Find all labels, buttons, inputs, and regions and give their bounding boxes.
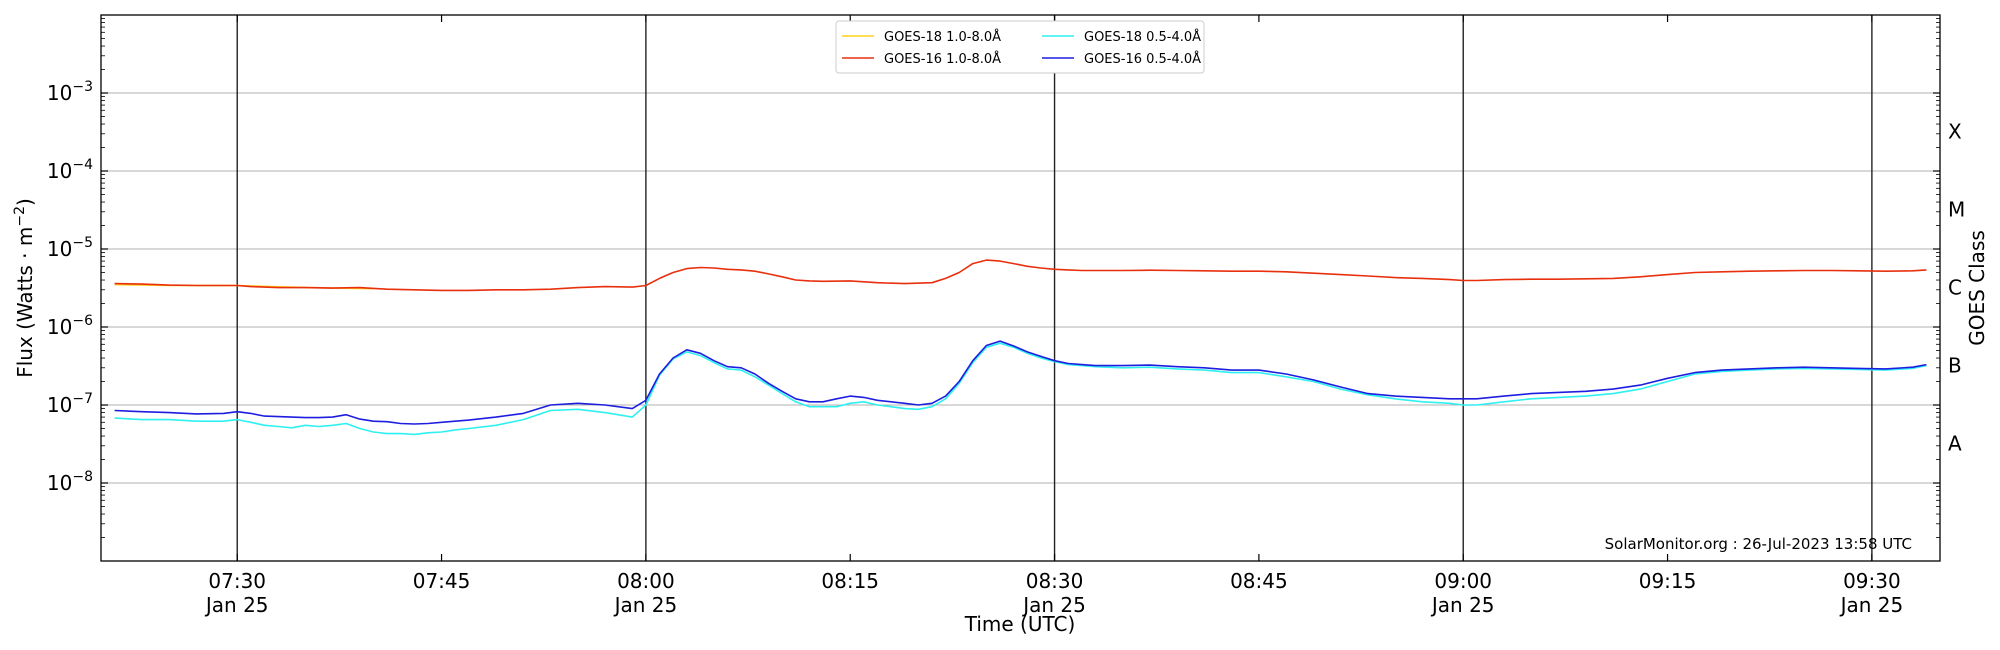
x-tick-label: 09:15 [1639,569,1697,593]
y-tick-label: 10−3 [47,79,93,105]
x-tick-date-label: Jan 25 [1839,593,1904,617]
x-tick-date-label: Jan 25 [1430,593,1495,617]
goes-class-labels: X M C B A [1948,120,1965,456]
goes-class-label: M [1948,198,1965,222]
x-axis-title: Time (UTC) [964,612,1076,636]
y-tick-label: 10−7 [47,391,93,417]
legend-label: GOES-16 1.0-8.0Å [884,51,1001,67]
goes-class-label: X [1948,120,1962,144]
legend-label: GOES-18 1.0-8.0Å [884,29,1001,45]
y-tick-label: 10−5 [47,235,93,261]
plot-background [101,15,1940,561]
y-axis-ticks: 10−8 10−7 10−6 10−5 10−4 10−3 [47,18,1940,538]
x-tick-label: 09:30 [1843,569,1901,593]
legend: GOES-18 1.0-8.0Å GOES-16 1.0-8.0Å GOES-18 … [835,20,1205,74]
plot-frame [100,14,1941,562]
x-tick-label: 08:45 [1230,569,1288,593]
legend-label: GOES-16 0.5-4.0Å [1084,51,1201,67]
x-tick-label: 08:15 [821,569,879,593]
grid-lines [101,92,1940,484]
legend-label: GOES-18 0.5-4.0Å [1084,29,1201,45]
x-tick-label: 07:30 [208,569,266,593]
series-line [114,342,1927,436]
series-line [114,259,1927,292]
watermark-text: SolarMonitor.org : 26-Jul-2023 13:58 UTC [1605,535,1912,553]
right-y-axis-title: GOES Class [1965,230,1989,346]
y-tick-label: 10−8 [47,469,93,495]
x-tick-date-label: Jan 25 [204,593,269,617]
day-marker-lines [236,15,1873,561]
y-axis-title: Flux (Watts · m−2) [12,198,37,378]
goes-class-label: B [1948,354,1962,378]
goes-class-label: A [1948,432,1962,456]
x-tick-date-label: Jan 25 [613,593,678,617]
goes-class-label: C [1948,276,1962,300]
y-tick-label: 10−4 [47,157,93,183]
data-series [114,259,1927,436]
x-tick-date-label: Jan 25 [1021,593,1086,617]
x-tick-label: 08:30 [1026,569,1084,593]
y-tick-label: 10−6 [47,313,93,339]
legend-box [835,20,1205,74]
x-tick-label: 09:00 [1434,569,1492,593]
x-tick-label: 07:45 [413,569,471,593]
series-line [114,340,1927,425]
x-tick-label: 08:00 [617,569,675,593]
